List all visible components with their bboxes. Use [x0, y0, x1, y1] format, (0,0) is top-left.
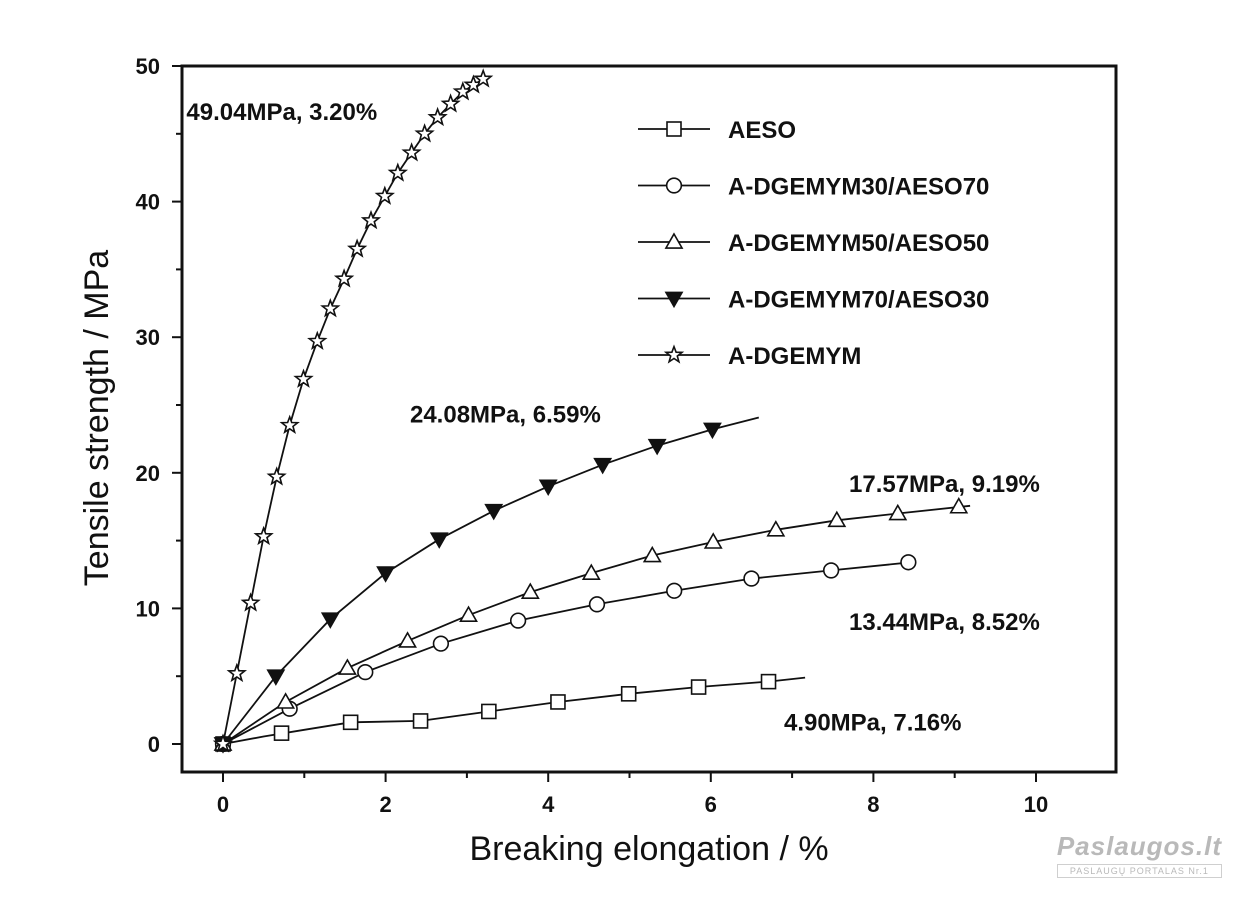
data-point-triangle-up [949, 497, 969, 514]
data-point-triangle-up [276, 692, 296, 709]
y-tick-label: 20 [136, 461, 160, 486]
x-tick-label: 10 [1024, 792, 1048, 817]
x-axis-title: Breaking elongation / % [469, 830, 828, 868]
axis-ticks: 0 2 4 6 8 10 0 10 20 30 40 50 [136, 54, 1049, 817]
data-point-star [387, 162, 409, 182]
x-tick-label: 8 [867, 792, 879, 817]
data-point-triangle-down [593, 457, 613, 475]
data-point-triangle-up [888, 503, 908, 521]
data-point-triangle-up [459, 605, 478, 623]
data-point-star [293, 368, 314, 388]
annotation-label: 24.08MPa, 6.59% [410, 402, 601, 429]
y-tick-label: 30 [136, 325, 160, 350]
data-point-star [360, 209, 382, 230]
data-point-triangle-up [398, 631, 417, 648]
data-point-square [481, 703, 497, 720]
series-markers [212, 68, 969, 754]
annotation-label: 17.57MPa, 9.19% [849, 471, 1040, 498]
annotation-label: 49.04MPa, 3.20% [186, 99, 377, 126]
data-point-triangle-down [484, 503, 504, 521]
data-point-square [690, 679, 707, 695]
data-point-star [347, 238, 368, 258]
data-point-star [473, 68, 494, 88]
data-point-star [440, 93, 461, 113]
data-point-star [266, 466, 287, 486]
data-point-circle [900, 554, 917, 571]
legend-label: A-DGEMYM70/AESO30 [728, 287, 989, 314]
legend-marker-circle [665, 177, 683, 194]
legend-marker-square [666, 121, 682, 137]
data-point-triangle-up [642, 545, 662, 563]
data-point-star [333, 268, 355, 288]
legend-marker-star [663, 344, 685, 364]
data-point-star [253, 525, 274, 546]
data-point-star [401, 142, 422, 162]
x-tick-label: 4 [542, 792, 555, 817]
data-point-triangle-up [581, 563, 601, 580]
watermark-sub: PASLAUGŲ PORTALAS Nr.1 [1056, 864, 1222, 878]
data-point-triangle-down [376, 566, 396, 583]
y-axis-title: Tensile strength / MPa [78, 250, 116, 586]
data-point-triangle-down [266, 669, 286, 686]
data-point-triangle-up [703, 532, 723, 549]
y-tick-label: 50 [136, 54, 160, 79]
annotation-label: 13.44MPa, 8.52% [849, 609, 1040, 636]
annotation-label: 4.90MPa, 7.16% [784, 709, 961, 736]
data-point-circle [509, 612, 527, 629]
data-point-triangle-up [827, 510, 847, 528]
data-point-square [760, 673, 777, 690]
data-point-star [226, 662, 248, 683]
data-point-triangle-down [647, 438, 667, 456]
y-tick-label: 10 [136, 596, 160, 621]
x-tick-label: 2 [379, 792, 391, 817]
data-point-triangle-up [520, 582, 540, 599]
annotations: 49.04MPa, 3.20% 24.08MPa, 6.59% 17.57MPa, … [186, 99, 1039, 736]
data-point-square [620, 686, 637, 702]
x-tick-label: 6 [705, 792, 717, 817]
data-point-circle [666, 582, 683, 599]
watermark-logo: Paslaugos.lt PASLAUGŲ PORTALAS Nr.1 [1056, 831, 1222, 878]
data-point-star [427, 106, 448, 127]
data-point-square [550, 694, 566, 710]
data-point-circle [432, 635, 450, 652]
data-point-star [414, 123, 435, 143]
data-point-triangle-down [538, 479, 558, 497]
data-point-circle [357, 663, 374, 681]
data-point-triangle-down [702, 422, 722, 440]
data-point-triangle-down [320, 612, 340, 629]
data-point-triangle-down [429, 532, 449, 549]
data-point-triangle-up [766, 520, 786, 537]
data-point-star [279, 414, 300, 434]
data-point-circle [743, 570, 760, 587]
y-tick-label: 40 [136, 190, 160, 215]
legend-label: A-DGEMYM50/AESO50 [728, 230, 989, 257]
data-point-star [212, 733, 234, 753]
data-point-square [412, 713, 429, 729]
data-point-star [374, 185, 395, 205]
legend-label: AESO [728, 117, 796, 144]
legend-marker-triangle-down [664, 291, 684, 309]
data-point-star [240, 592, 261, 612]
legend-label: A-DGEMYM30/AESO70 [728, 174, 989, 201]
series-line-3 [222, 416, 760, 745]
data-point-square [342, 714, 359, 731]
data-point-star [307, 330, 328, 350]
data-point-square [273, 725, 290, 741]
x-tick-label: 0 [217, 792, 229, 817]
y-tick-label: 0 [148, 732, 160, 757]
data-point-triangle-up [337, 658, 357, 675]
data-point-circle [588, 596, 606, 613]
data-point-circle [822, 562, 840, 579]
plot-frame [180, 64, 1118, 774]
watermark-main: Paslaugos.lt [1056, 831, 1222, 861]
series-line-1 [222, 560, 916, 745]
data-point-star [320, 297, 341, 318]
legend-label: A-DGEMYM [728, 343, 861, 370]
legend-marker-triangle-up [664, 232, 684, 249]
legend: AESO A-DGEMYM30/AESO70 A-DGEMYM50/AESO50 A-… [638, 117, 989, 370]
